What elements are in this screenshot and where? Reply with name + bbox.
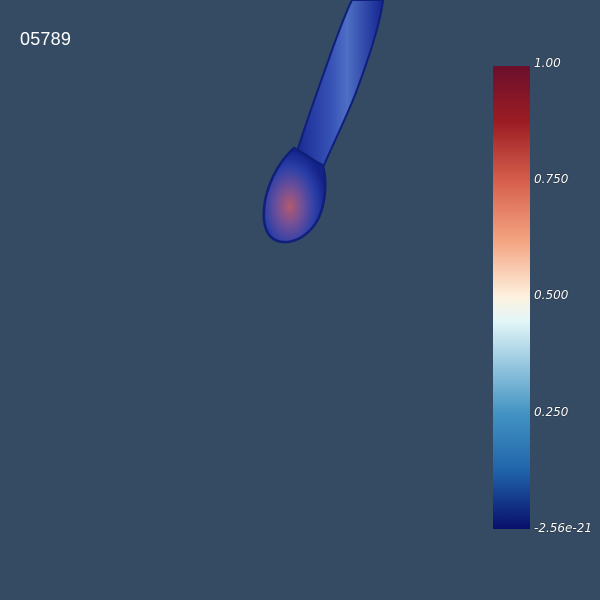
colorbar-tick-750: 0.750 bbox=[534, 172, 569, 186]
frame-number-label: 05789 bbox=[20, 29, 72, 49]
colorbar-tick-500: 0.500 bbox=[534, 288, 569, 302]
plume-head bbox=[262, 146, 327, 244]
colorbar-tick-max: 1.00 bbox=[534, 56, 561, 70]
colorbar-tick-250: 0.250 bbox=[534, 405, 569, 419]
plume-stem bbox=[291, 0, 385, 172]
colorbar-tick-min: -2.56e-21 bbox=[534, 521, 593, 535]
colorbar bbox=[493, 66, 530, 529]
